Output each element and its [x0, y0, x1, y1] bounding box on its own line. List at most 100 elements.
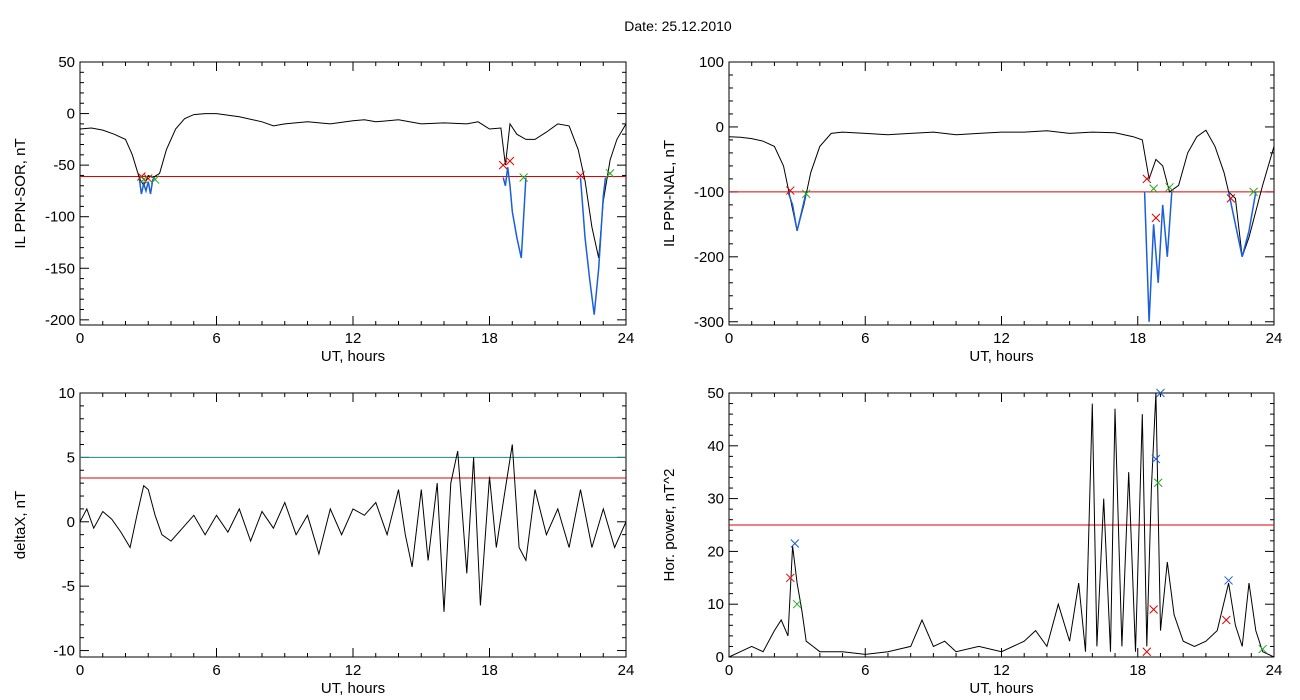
- x-tick-label: 6: [212, 662, 220, 679]
- cross-marker-stroke: [498, 160, 508, 170]
- cross-marker-stroke: [801, 189, 811, 199]
- y-tick-label: 0: [716, 119, 724, 136]
- cross-marker: [505, 156, 515, 166]
- cross-marker: [792, 599, 802, 609]
- y-tick-label: -50: [53, 157, 75, 174]
- cross-marker-stroke: [792, 599, 802, 609]
- cross-marker: [1142, 647, 1152, 657]
- cross-marker: [605, 169, 615, 178]
- cross-marker: [1226, 194, 1236, 203]
- cross-marker: [576, 171, 585, 180]
- y-tick-label: -200: [45, 312, 75, 329]
- x-tick-label: 12: [993, 662, 1010, 679]
- chart-hor-power: 0 6 12 18 24 50 40 30 20 10 0 UT, hours Hor. power, …: [661, 385, 1282, 697]
- x-tick-label: 18: [1129, 330, 1146, 347]
- cross-marker: [1151, 454, 1161, 464]
- y-axis-label: IL PPN-SOR, nT: [12, 138, 29, 248]
- plot-frame: [79, 61, 627, 326]
- y-tick-label: 0: [716, 649, 724, 666]
- cross-marker: [1151, 213, 1161, 223]
- cross-marker: [1165, 182, 1174, 192]
- x-axis-label: UT, hours: [321, 348, 385, 365]
- page-title: Date: 25.12.2010: [624, 18, 732, 34]
- y-tick-label: 20: [707, 543, 724, 560]
- y-tick-label: 50: [58, 54, 75, 71]
- x-axis-label: UT, hours: [969, 348, 1033, 365]
- x-tick-label: 18: [1129, 662, 1146, 679]
- series-line: [79, 444, 627, 612]
- cross-marker: [498, 160, 508, 170]
- y-tick-label: -300: [694, 314, 724, 331]
- cross-marker-stroke: [605, 169, 615, 178]
- cross-marker-stroke: [1151, 454, 1161, 464]
- x-tick-label: 18: [481, 662, 498, 679]
- cross-marker-stroke: [1156, 388, 1165, 398]
- cross-marker: [1156, 388, 1165, 398]
- series-line-highlight: [579, 177, 607, 315]
- y-axis-label: deltaX, nT: [12, 491, 29, 559]
- cross-marker-stroke: [790, 539, 800, 548]
- cross-marker-stroke: [785, 186, 795, 195]
- x-tick-label: 24: [1266, 330, 1283, 347]
- series-line-highlight: [787, 191, 807, 231]
- x-tick-label: 6: [212, 330, 220, 347]
- cross-marker: [1149, 605, 1158, 614]
- cross-marker: [790, 539, 800, 548]
- series-line: [79, 113, 627, 259]
- y-tick-label: 100: [699, 54, 724, 71]
- cross-marker: [785, 186, 795, 195]
- y-tick-label: 30: [707, 491, 724, 508]
- y-axis-label: Hor. power, nT^2: [661, 469, 678, 582]
- x-tick-label: 6: [861, 662, 869, 679]
- x-tick-label: 0: [725, 662, 733, 679]
- cross-marker-stroke: [785, 573, 795, 583]
- series-line-highlight: [1227, 191, 1257, 257]
- series-line: [728, 129, 1275, 257]
- cross-marker: [150, 175, 160, 184]
- cross-marker-stroke: [137, 172, 146, 181]
- cross-marker-stroke: [1153, 478, 1163, 488]
- cross-marker-stroke: [1249, 187, 1258, 197]
- plot-frame: [728, 61, 1275, 326]
- y-tick-label: -100: [694, 184, 724, 201]
- x-tick-label: 0: [76, 662, 84, 679]
- y-tick-label: 50: [707, 385, 724, 402]
- cross-marker: [139, 175, 149, 184]
- cross-marker-stroke: [1226, 194, 1236, 203]
- series-line-highlight: [1143, 191, 1173, 322]
- y-tick-label: 10: [58, 385, 75, 402]
- x-tick-label: 6: [861, 330, 869, 347]
- cross-marker: [785, 573, 795, 583]
- cross-marker-stroke: [576, 171, 585, 180]
- x-tick-label: 24: [1266, 662, 1283, 679]
- x-tick-label: 24: [618, 662, 635, 679]
- y-tick-label: 0: [67, 514, 75, 531]
- series-line-highlight: [502, 167, 527, 259]
- cross-marker: [801, 189, 811, 199]
- cross-marker: [1153, 478, 1163, 488]
- chart-deltax: 0 6 12 18 24 10 5 0 -5 -10 UT, hours deltaX, nT: [12, 385, 634, 697]
- y-tick-label: -150: [45, 260, 75, 277]
- x-axis-label: UT, hours: [969, 680, 1033, 697]
- x-tick-label: 12: [345, 330, 362, 347]
- x-tick-label: 0: [725, 330, 733, 347]
- cross-marker: [1149, 184, 1158, 193]
- cross-marker: [1142, 174, 1152, 184]
- cross-marker-stroke: [1142, 647, 1152, 657]
- cross-marker-stroke: [1224, 576, 1233, 585]
- x-tick-label: 0: [76, 330, 84, 347]
- y-tick-label: -10: [53, 643, 75, 660]
- cross-marker-stroke: [1151, 213, 1161, 223]
- cross-marker: [519, 173, 528, 182]
- cross-marker: [1258, 644, 1267, 654]
- x-tick-label: 12: [993, 330, 1010, 347]
- cross-marker-stroke: [505, 156, 515, 166]
- y-tick-label: -5: [62, 578, 75, 595]
- x-axis-label: UT, hours: [321, 680, 385, 697]
- y-tick-label: -200: [694, 249, 724, 266]
- y-tick-label: 5: [67, 449, 75, 466]
- y-axis-label: IL PPN-NAL, nT: [661, 140, 678, 247]
- cross-marker-stroke: [1165, 182, 1174, 192]
- chart-ppn-sor: 0 6 12 18 24 50 0 -50 -100 -150 -200 UT, hours IL PP…: [12, 54, 634, 365]
